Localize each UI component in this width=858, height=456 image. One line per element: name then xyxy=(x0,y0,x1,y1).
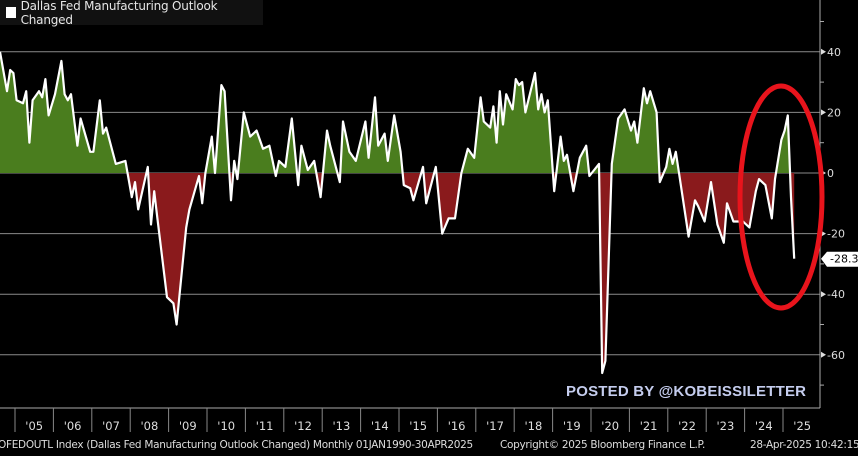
positive-area-fill xyxy=(0,51,795,173)
x-tick-label: '20 xyxy=(601,419,619,433)
x-tick-label: '07 xyxy=(102,419,120,433)
y-tick-label: -60 xyxy=(827,349,845,362)
x-tick-label: '18 xyxy=(525,419,543,433)
y-tick-label: -40 xyxy=(827,288,845,301)
x-tick-label: '14 xyxy=(371,419,389,433)
x-tick-label: '17 xyxy=(486,419,504,433)
legend: Dallas Fed Manufacturing Outlook Changed xyxy=(0,0,263,27)
y-tick-marker xyxy=(821,48,826,55)
annotation-ellipse xyxy=(737,83,825,311)
footer-index-info: OFEDOUTL Index (Dallas Fed Manufacturing… xyxy=(0,439,473,451)
y-tick-label: -20 xyxy=(827,228,845,241)
x-tick-label: '09 xyxy=(179,419,197,433)
y-tick-label: 0 xyxy=(827,167,834,180)
x-tick-label: '24 xyxy=(755,419,773,433)
y-tick-label: 20 xyxy=(827,106,841,119)
y-tick-marker xyxy=(821,109,826,116)
x-tick-label: '22 xyxy=(678,419,696,433)
last-value-label: -28.3 xyxy=(830,253,858,266)
x-tick-label: '13 xyxy=(333,419,351,433)
series-line xyxy=(0,51,796,375)
data-points xyxy=(0,51,795,374)
x-tick-label: '11 xyxy=(256,419,274,433)
last-value-badge-shape xyxy=(821,251,858,267)
y-tick-label: 40 xyxy=(827,46,841,59)
x-tick-label: '23 xyxy=(717,419,735,433)
footer-copyright: Copyright© 2025 Bloomberg Finance L.P. xyxy=(500,439,705,451)
x-tick-label: '16 xyxy=(448,419,466,433)
last-value-badge: -28.3 xyxy=(821,251,858,267)
negative-area-fill xyxy=(0,173,795,373)
y-tick-marker xyxy=(821,351,826,358)
x-tick-label: '15 xyxy=(409,419,427,433)
x-tick-label: '10 xyxy=(217,419,235,433)
legend-swatch xyxy=(6,7,16,18)
x-tick-label: '12 xyxy=(294,419,312,433)
y-tick-marker xyxy=(821,291,826,298)
x-axis: '05 '06 '07 '08 '09 '10 '11 '12 '13 '14 '15 '16 '17 '… xyxy=(14,408,811,433)
watermark: POSTED BY @KOBEISSILETTER xyxy=(566,383,807,400)
x-tick-label: '21 xyxy=(640,419,658,433)
y-axis: 40 20 0 -20 -40 -60 xyxy=(820,21,845,386)
x-tick-label: '06 xyxy=(64,419,82,433)
x-tick-label: '05 xyxy=(25,419,43,433)
legend-label: Dallas Fed Manufacturing Outlook Changed xyxy=(20,0,218,27)
x-tick-label: '08 xyxy=(141,419,159,433)
x-tick-label: '19 xyxy=(563,419,581,433)
x-tick-label: '25 xyxy=(793,419,811,433)
footer-timestamp: 28-Apr-2025 10:42:15 xyxy=(750,439,858,451)
